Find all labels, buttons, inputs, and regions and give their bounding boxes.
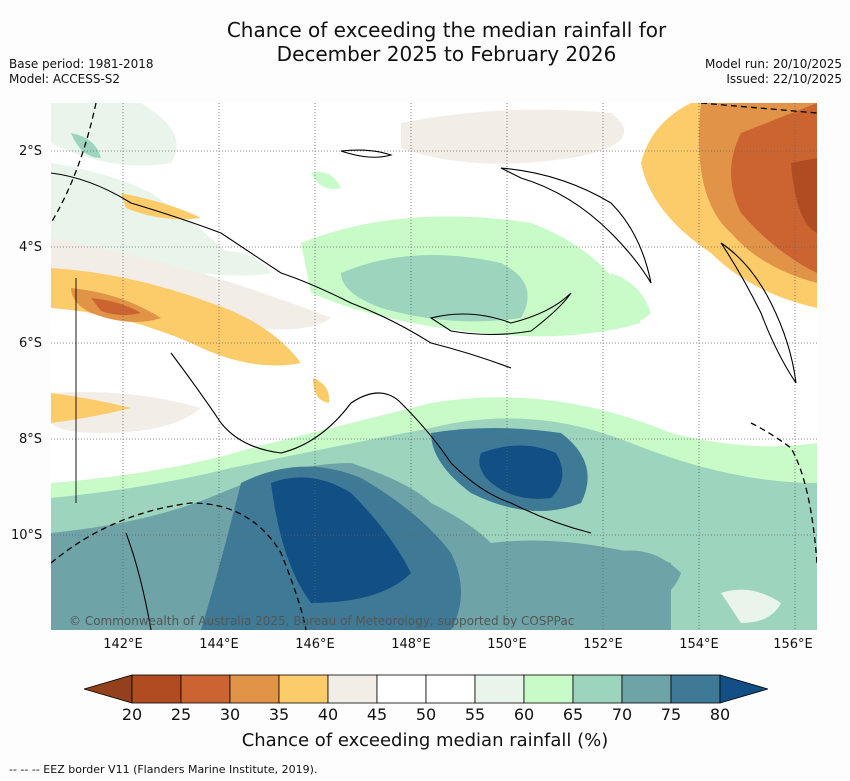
region-40-45-n (401, 109, 625, 164)
lat-label: 10°S (11, 528, 43, 543)
coast-cape-york (125, 532, 152, 630)
colorbar-label: Chance of exceeding median rainfall (%) (241, 730, 609, 751)
region-55-60-png (191, 250, 271, 276)
colorbar-tick-label: 40 (317, 705, 339, 724)
lat-label: 6°S (19, 336, 43, 351)
colorbar-segment (670, 674, 721, 704)
region-70-75-se (610, 550, 681, 603)
region-25-30-ne (731, 103, 817, 273)
colorbar-tick-label: 55 (464, 705, 486, 724)
title-line-2: December 2025 to February 2026 (276, 42, 617, 66)
lat-label: 8°S (19, 432, 43, 447)
base-period: Base period: 1981-2018 (9, 57, 154, 71)
colorbar-tick-label: 65 (562, 705, 584, 724)
lat-label: 4°S (19, 240, 43, 255)
colorbar-low-arrow (84, 674, 133, 704)
colorbar-segment (572, 674, 623, 704)
rainfall-map: © Commonwealth of Australia 2025, Bureau… (51, 103, 817, 630)
colorbar-segment (474, 674, 525, 704)
colorbar-tick-label: 70 (611, 705, 633, 724)
lon-label: 142°E (103, 637, 143, 652)
colorbar-segment (131, 674, 182, 704)
meta-right: Model run: 20/10/2025 Issued: 22/10/2025 (705, 57, 842, 87)
region-60-65-n (311, 172, 341, 189)
lon-label: 154°E (679, 637, 719, 652)
lon-label: 148°E (391, 637, 431, 652)
coast-new-guinea-south (170, 352, 592, 534)
region-20-25-ne (791, 158, 817, 233)
map-title: Chance of exceeding the median rainfall … (0, 18, 850, 66)
eez-nw (51, 103, 97, 224)
meta-left: Base period: 1981-2018 Model: ACCESS-S2 (9, 57, 154, 87)
colorbar (84, 674, 768, 704)
coast-manus (340, 149, 393, 158)
colorbar-tick-label: 45 (366, 705, 388, 724)
lon-label: 144°E (199, 637, 239, 652)
region-35-40-band (51, 268, 301, 366)
region-55-60-w (51, 163, 241, 275)
colorbar-segment (278, 674, 329, 704)
lon-label: 156°E (773, 637, 813, 652)
eez-borders (51, 103, 817, 630)
colorbar-segments (131, 674, 721, 704)
region-35-40-sw (51, 393, 131, 423)
colorbar-tick-label: 80 (709, 705, 731, 724)
colorbar-tick-label: 30 (219, 705, 241, 724)
lon-label: 146°E (295, 637, 335, 652)
coast-bougainville (720, 242, 797, 384)
colorbar-tick-label: 60 (513, 705, 535, 724)
issued-date: Issued: 22/10/2025 (726, 72, 842, 86)
region-35-40-north (121, 193, 201, 220)
copyright-text: © Commonwealth of Australia 2025, Bureau… (69, 614, 575, 628)
eez-se (750, 422, 817, 564)
region-55-60-se (721, 589, 781, 623)
colorbar-segment (621, 674, 672, 704)
region-80-plus-east (479, 445, 563, 499)
colorbar-segment (376, 674, 427, 704)
colorbar-tick-label: 25 (170, 705, 192, 724)
region-60-65-east (609, 273, 651, 322)
colorbar-segment (425, 674, 476, 704)
colorbar-high-arrow (719, 674, 768, 704)
region-80-plus-south (271, 477, 411, 603)
colorbar-segment (327, 674, 378, 704)
region-25-30-band (91, 298, 141, 316)
colorbar-tick-label: 50 (415, 705, 437, 724)
coast-new-ireland (500, 167, 652, 284)
region-65-70-centre (341, 255, 528, 322)
graticule (51, 103, 817, 630)
colorbar-segment (180, 674, 231, 704)
footer-note: -- -- -- EEZ border V11 (Flanders Marine… (9, 763, 318, 776)
colorbar-tick-label: 35 (268, 705, 290, 724)
eez-sw (51, 502, 307, 630)
lon-label: 150°E (487, 637, 527, 652)
lat-label: 2°S (19, 144, 43, 159)
colorbar-tick-label: 20 (121, 705, 143, 724)
coast-new-guinea-north (51, 172, 512, 369)
model-run: Model run: 20/10/2025 (704, 57, 842, 71)
lon-label: 152°E (583, 637, 623, 652)
coastlines (51, 149, 797, 630)
colorbar-segment (523, 674, 574, 704)
map-svg (51, 103, 817, 630)
region-65-70-nw (71, 133, 101, 158)
colorbar-tick-label: 75 (660, 705, 682, 724)
coast-new-britain (429, 292, 572, 336)
title-line-1: Chance of exceeding the median rainfall … (226, 18, 667, 42)
region-35-40-spot (313, 378, 330, 403)
colorbar-segment (229, 674, 280, 704)
model-name: Model: ACCESS-S2 (9, 72, 121, 86)
